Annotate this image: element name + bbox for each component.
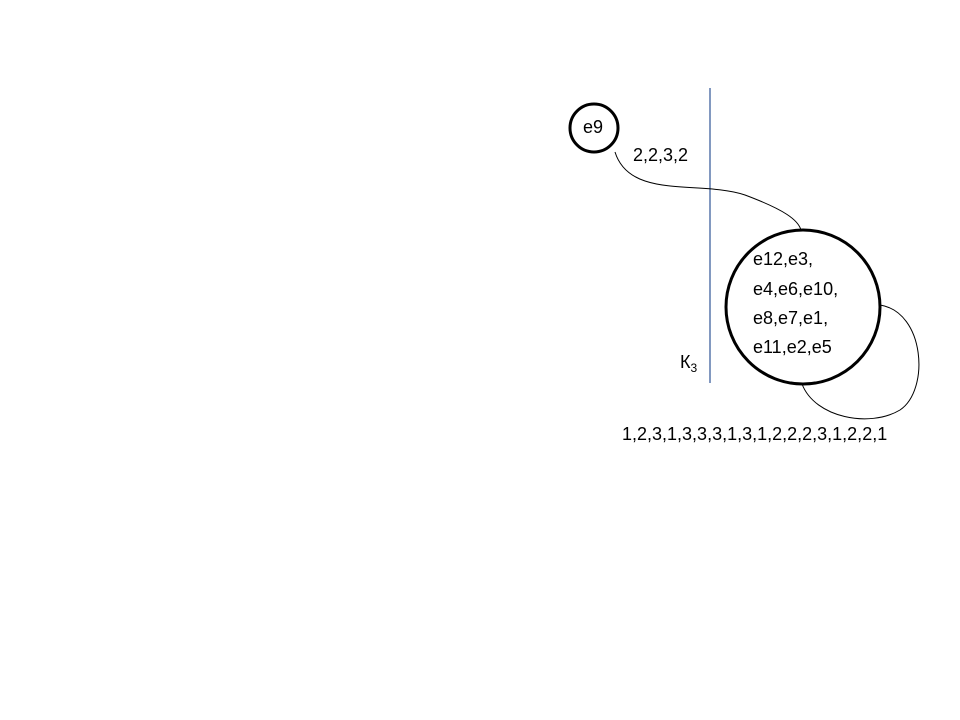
cut-label-letter: К <box>680 352 691 372</box>
edge-weight-label: 2,2,3,2 <box>633 145 689 165</box>
edge-e9-to-group <box>614 151 802 231</box>
node-group-label-line: e8,e7,e1, <box>753 308 829 328</box>
self-loop-label: 1,2,3,1,3,3,3,1,3,1,2,2,2,3,1,2,2,1 <box>622 424 888 444</box>
self-loop-edge <box>801 304 920 420</box>
cut-label: К3 <box>680 352 697 378</box>
node-group-label-line: e11,e2,e5 <box>753 337 832 357</box>
node-group-circle <box>724 228 882 386</box>
node-group-label-line: e4,e6,e10, <box>753 279 839 299</box>
node-e9-circle <box>568 102 620 154</box>
node-e9-label: e9 <box>583 117 604 137</box>
cut-label-subscript: 3 <box>690 361 698 375</box>
node-group-label-line: e12,e3, <box>753 249 814 269</box>
